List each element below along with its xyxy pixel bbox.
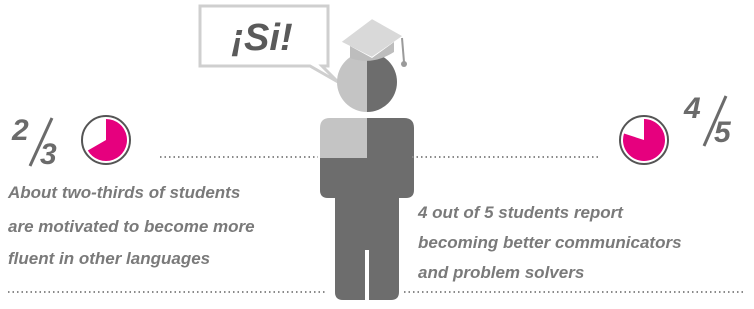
left-fraction: 2 3 xyxy=(11,114,57,171)
denominator: 5 xyxy=(714,116,732,149)
description-line: and problem solvers xyxy=(418,263,584,282)
description-line: 4 out of 5 students report xyxy=(417,203,624,222)
description-line: are motivated to become more xyxy=(8,217,255,236)
description-line: About two-thirds of students xyxy=(7,183,240,202)
description-line: becoming better communicators xyxy=(418,233,682,252)
description-line: fluent in other languages xyxy=(8,249,210,268)
infographic: ¡Si! 2 3 4 5 About two-thirds of student… xyxy=(0,0,754,309)
denominator: 3 xyxy=(40,138,57,171)
right-fraction: 4 5 xyxy=(683,92,732,149)
bubble-text: ¡Si! xyxy=(231,17,292,59)
numerator: 2 xyxy=(11,114,29,147)
numerator: 4 xyxy=(683,92,701,125)
speech-bubble: ¡Si! xyxy=(200,6,338,82)
student-figure xyxy=(320,18,414,300)
